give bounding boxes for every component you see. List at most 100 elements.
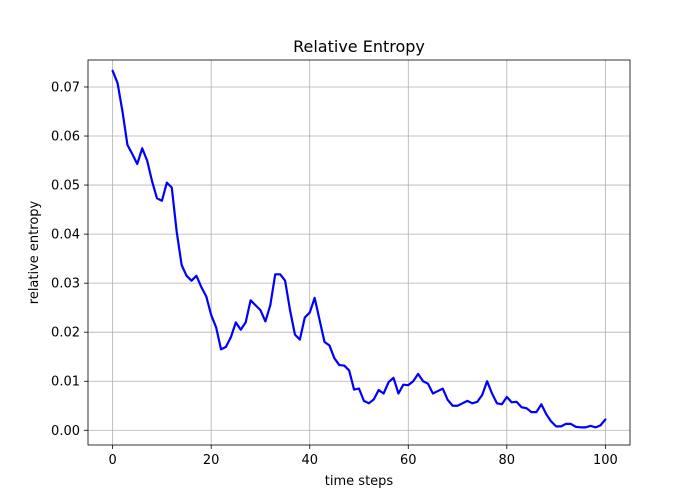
data-point [250, 300, 251, 301]
y-axis: 0.00 0.01 0.02 0.03 0.04 0.05 0.06 0.07 [51, 80, 88, 439]
data-point [551, 421, 552, 422]
data-point [220, 349, 221, 350]
grid-layer [88, 60, 630, 445]
data-point [151, 181, 152, 182]
data-point [191, 280, 192, 281]
data-point [585, 427, 586, 428]
data-point [161, 200, 162, 201]
data-point [595, 427, 596, 428]
data-point [378, 389, 379, 390]
data-point [319, 319, 320, 320]
data-point [452, 405, 453, 406]
y-tick-label: 0.05 [51, 179, 80, 194]
data-point [531, 412, 532, 413]
data-point [442, 388, 443, 389]
data-point [457, 405, 458, 406]
data-point [225, 346, 226, 347]
data-point [408, 385, 409, 386]
data-point [398, 393, 399, 394]
data-point [590, 425, 591, 426]
data-point [600, 425, 601, 426]
data-point [280, 274, 281, 275]
data-point [304, 317, 305, 318]
data-point [413, 381, 414, 382]
data-point [427, 383, 428, 384]
x-axis: 0 20 40 60 80 100 [108, 445, 618, 468]
data-point [560, 426, 561, 427]
data-point [166, 182, 167, 183]
data-point [501, 404, 502, 405]
data-point [393, 377, 394, 378]
data-point [147, 160, 148, 161]
data-point [245, 322, 246, 323]
data-point [447, 399, 448, 400]
data-point [334, 358, 335, 359]
data-point [373, 399, 374, 400]
data-point [299, 339, 300, 340]
x-tick-label: 80 [499, 453, 516, 468]
x-axis-label: time steps [325, 474, 394, 489]
data-point [526, 408, 527, 409]
data-point [570, 423, 571, 424]
data-point [201, 286, 202, 287]
data-point [196, 275, 197, 276]
data-point [358, 388, 359, 389]
data-point [284, 280, 285, 281]
data-point [418, 373, 419, 374]
x-tick-label: 0 [108, 453, 116, 468]
data-point [349, 370, 350, 371]
x-tick-label: 100 [593, 453, 618, 468]
data-point [142, 148, 143, 149]
data-point [383, 393, 384, 394]
data-point [344, 365, 345, 366]
x-tick-label: 20 [203, 453, 220, 468]
data-point [541, 404, 542, 405]
data-point [275, 274, 276, 275]
data-point [112, 70, 113, 71]
y-tick-label: 0.03 [51, 277, 80, 292]
data-point [206, 296, 207, 297]
data-point [117, 82, 118, 83]
series-layer [111, 69, 607, 429]
data-point [211, 314, 212, 315]
data-point [482, 394, 483, 395]
data-point [605, 419, 606, 420]
data-point [462, 403, 463, 404]
data-point [230, 337, 231, 338]
data-point [240, 329, 241, 330]
data-point [403, 384, 404, 385]
data-point [176, 231, 177, 232]
y-tick-label: 0.01 [51, 375, 80, 390]
y-tick-label: 0.06 [51, 130, 80, 145]
data-point [496, 403, 497, 404]
data-point [260, 310, 261, 311]
x-tick-label: 60 [400, 453, 417, 468]
data-point [122, 111, 123, 112]
data-point [472, 403, 473, 404]
data-point [309, 312, 310, 313]
data-point [127, 144, 128, 145]
data-point [437, 390, 438, 391]
data-point [536, 412, 537, 413]
data-point [216, 327, 217, 328]
data-point [575, 426, 576, 427]
data-point [565, 423, 566, 424]
data-point [432, 393, 433, 394]
data-point [368, 403, 369, 404]
data-point [314, 297, 315, 298]
y-tick-label: 0.07 [51, 80, 80, 95]
data-point [339, 364, 340, 365]
plot-frame [87, 59, 631, 446]
data-point [491, 393, 492, 394]
data-point [329, 345, 330, 346]
data-point [186, 275, 187, 276]
data-point [324, 341, 325, 342]
data-point [521, 407, 522, 408]
y-tick-label: 0.04 [51, 228, 80, 243]
y-axis-label: relative entropy [27, 200, 42, 304]
data-point [467, 400, 468, 401]
y-tick-label: 0.02 [51, 326, 80, 341]
data-point [294, 334, 295, 335]
